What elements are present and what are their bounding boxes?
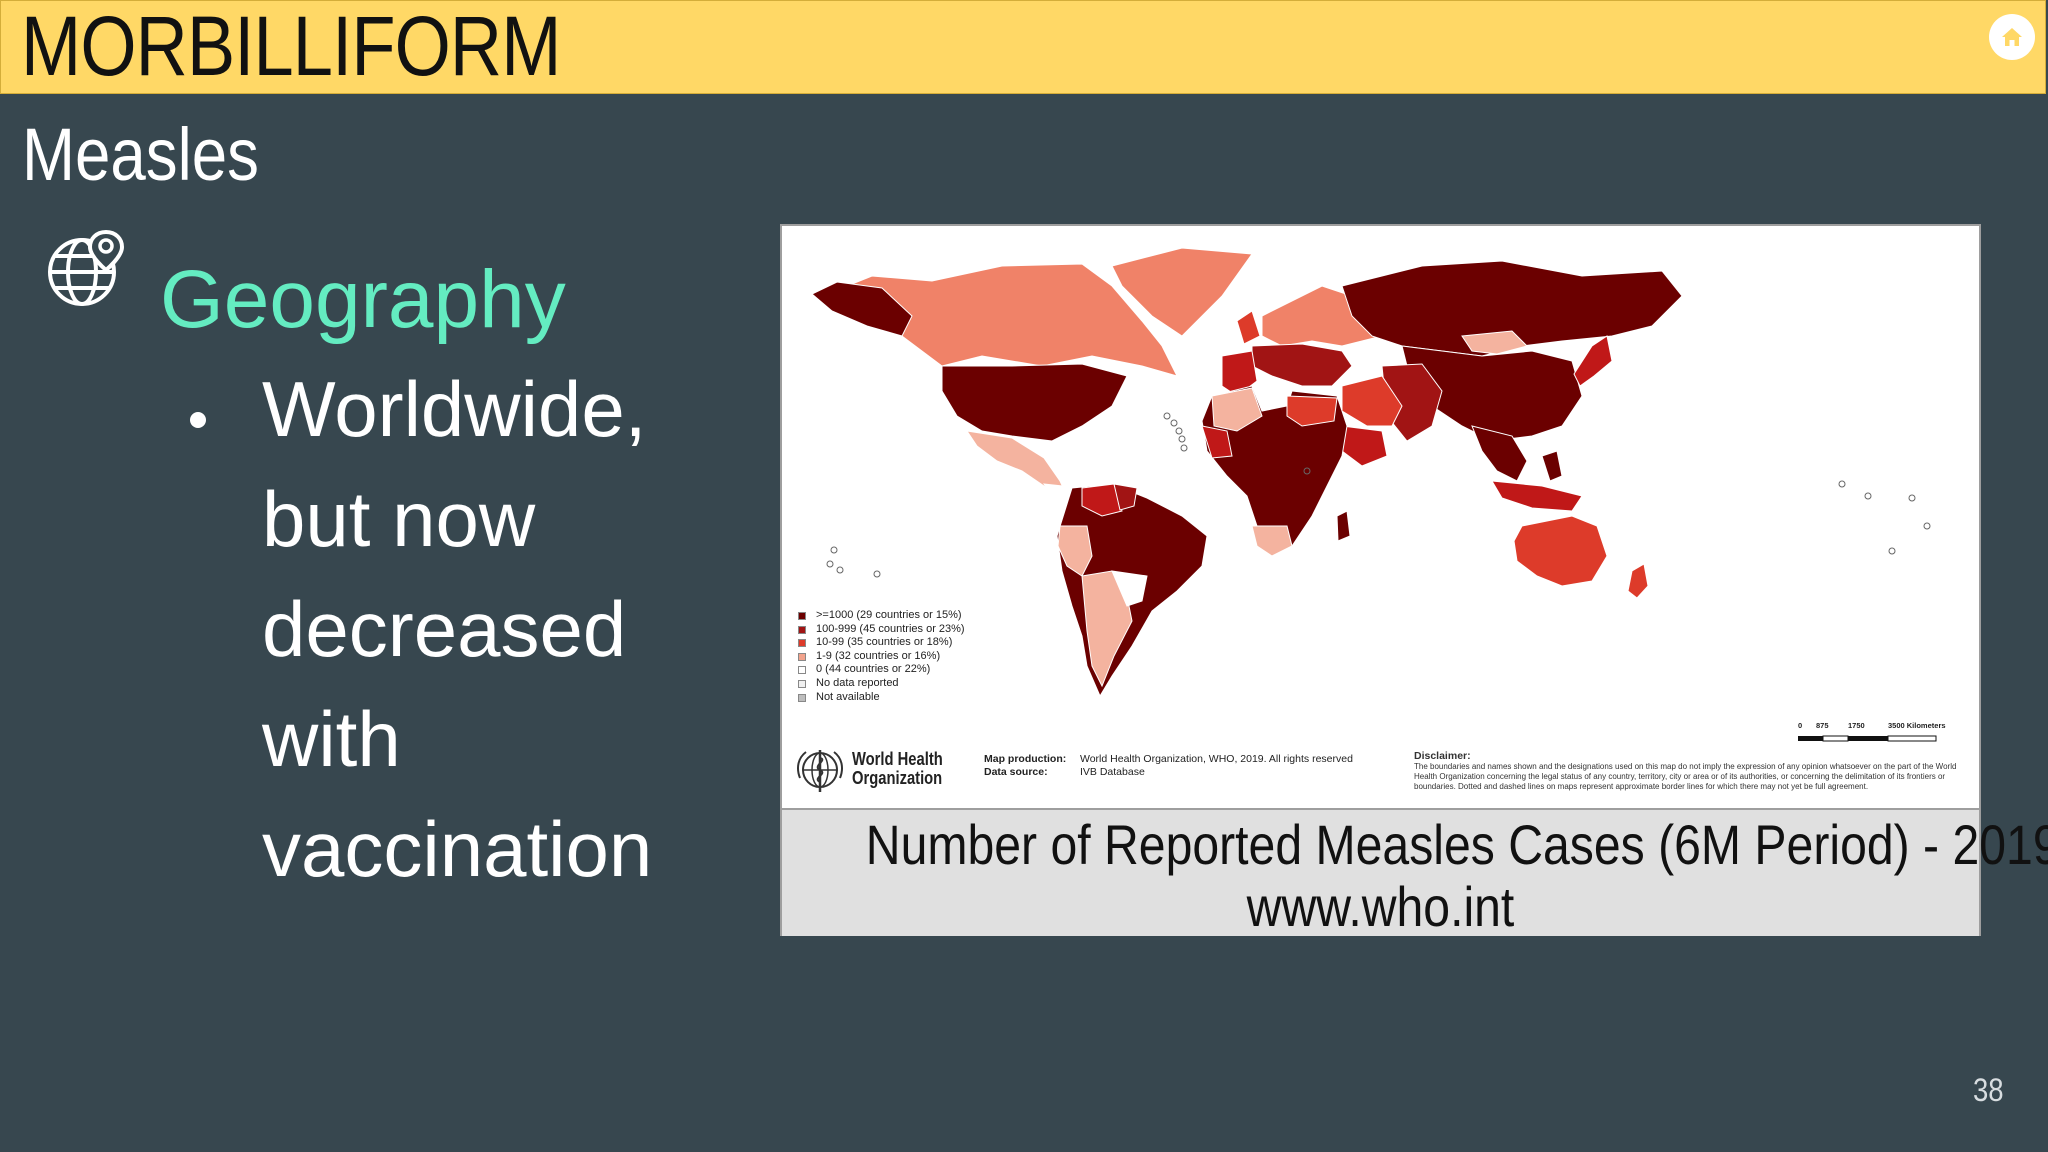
- title-bar: MORBILLIFORM: [0, 0, 2046, 94]
- world-map-graphic: [811, 247, 1931, 698]
- legend-item: 10-99 (35 countries or 18%): [796, 636, 965, 650]
- who-org-name: World Health Organization: [852, 749, 943, 788]
- map-scale-bar: 0 875 1750 3500 Kilometers: [1798, 721, 1946, 748]
- page-number: 38: [1973, 1072, 2004, 1108]
- home-icon: [2002, 28, 2022, 46]
- world-map: >=1000 (29 countries or 15%) 100-999 (45…: [782, 226, 1979, 806]
- home-button[interactable]: [1989, 14, 2035, 60]
- map-legend: >=1000 (29 countries or 15%) 100-999 (45…: [796, 609, 965, 704]
- scale-label: 1750: [1848, 721, 1865, 730]
- bullet-text-line: Worldwide,: [262, 365, 647, 453]
- legend-item: Not available: [796, 691, 965, 705]
- legend-item: No data reported: [796, 677, 965, 691]
- scale-label: 875: [1816, 721, 1829, 730]
- figure-caption: Number of Reported Measles Cases (6M Per…: [782, 808, 2048, 938]
- map-disclaimer: Disclaimer: The boundaries and names sho…: [1414, 750, 1957, 791]
- bullet-text-line: but now: [262, 475, 536, 563]
- scale-label: 3500 Kilometers: [1888, 721, 1946, 730]
- bullet-text-line: decreased: [262, 585, 627, 673]
- legend-item: 1-9 (32 countries or 16%): [796, 650, 965, 664]
- map-metadata: Map production: World Health Organization…: [984, 753, 1353, 778]
- legend-item: 100-999 (45 countries or 23%): [796, 623, 965, 637]
- scale-label: 0: [1798, 721, 1803, 730]
- section-heading: Geography: [160, 254, 566, 345]
- legend-item: 0 (44 countries or 22%): [796, 663, 965, 677]
- globe-pin-icon: [48, 229, 125, 306]
- slide-subtitle: Measles: [22, 113, 259, 196]
- who-emblem-icon: [797, 750, 843, 792]
- scale-bar-graphic: [1798, 735, 1937, 742]
- bullet-point: [190, 412, 206, 428]
- bullet-text-line: vaccination: [262, 805, 653, 893]
- caption-title: Number of Reported Measles Cases (6M Per…: [865, 813, 2048, 876]
- slide-title: MORBILLIFORM: [21, 0, 561, 93]
- bullet-text-line: with: [262, 695, 401, 783]
- legend-item: >=1000 (29 countries or 15%): [796, 609, 965, 623]
- caption-source: www.who.int: [1246, 875, 1515, 938]
- measles-map-figure: >=1000 (29 countries or 15%) 100-999 (45…: [780, 224, 2048, 938]
